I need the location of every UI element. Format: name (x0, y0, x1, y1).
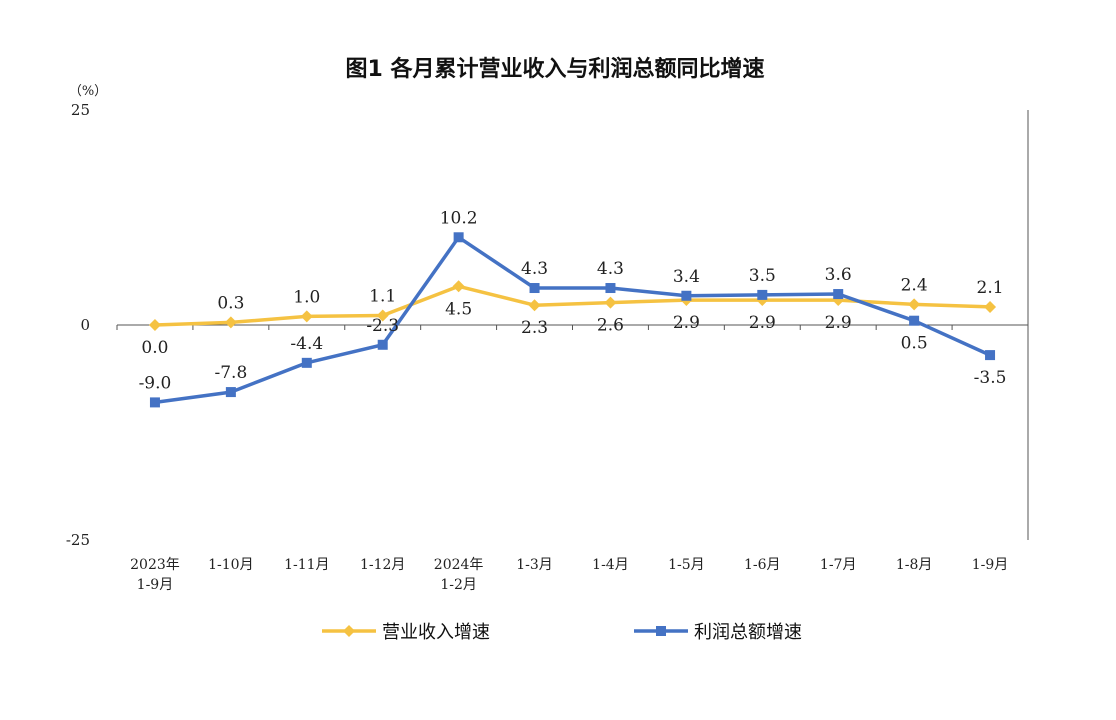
data-label: 2.9 (825, 313, 852, 333)
data-label: 0.0 (141, 338, 168, 358)
axes: 25 0 -25 (66, 101, 1029, 549)
data-label: -3.5 (974, 368, 1007, 388)
x-tick-label: 1-12月 (360, 557, 405, 573)
x-tick-label: 2023年 (130, 557, 180, 573)
data-label: 3.5 (749, 266, 776, 286)
data-label: 2.6 (597, 316, 624, 336)
data-label: -7.8 (214, 363, 247, 383)
data-label: 0.5 (901, 334, 928, 354)
data-label: 1.0 (293, 287, 320, 307)
data-label: 2.1 (977, 278, 1004, 298)
series-marker-0 (224, 316, 237, 329)
series-marker-1 (453, 232, 464, 243)
series-line-0 (154, 284, 991, 327)
x-tick-label: 1-4月 (592, 557, 629, 573)
series-marker-1 (833, 289, 844, 300)
data-label: 2.9 (673, 313, 700, 333)
x-tick-label: 1-10月 (208, 557, 253, 573)
data-label: 2.4 (901, 275, 928, 295)
series-layer (148, 232, 997, 408)
legend-marker-0 (343, 625, 355, 637)
series-marker-1 (909, 315, 920, 326)
x-tick-label: 1-11月 (284, 557, 329, 573)
x-tick-label: 2024年 (434, 557, 484, 573)
data-label: 4.5 (445, 299, 472, 319)
data-label: 4.3 (521, 259, 548, 279)
x-tick-label: 1-2月 (440, 577, 477, 593)
series-marker-0 (376, 309, 389, 322)
series-marker-1 (377, 339, 388, 350)
x-tick-label: 1-7月 (820, 557, 857, 573)
x-tick-labels: 2023年 1-9月 1-10月 1-11月 1-12月 2024年 1-2月 1-3月 1-4… (130, 557, 1008, 593)
series-marker-1 (301, 357, 312, 368)
y-tick-label: 0 (80, 316, 90, 334)
data-label: 0.3 (217, 293, 244, 313)
series-marker-1 (757, 289, 768, 300)
series-marker-0 (300, 310, 313, 323)
series-marker-0 (452, 280, 465, 293)
data-label: -9.0 (139, 373, 172, 393)
data-label: 2.3 (521, 318, 548, 338)
legend-marker-1 (656, 626, 666, 636)
data-label: 4.3 (597, 259, 624, 279)
x-tick-label: 1-5月 (668, 557, 705, 573)
legend-label: 利润总额增速 (694, 622, 802, 643)
y-tick-label: 25 (71, 101, 90, 119)
series-marker-0 (984, 300, 997, 313)
series-marker-0 (528, 299, 541, 312)
series-marker-1 (605, 283, 616, 294)
data-label: -4.4 (290, 334, 323, 354)
data-label: 3.6 (825, 265, 852, 285)
series-marker-1 (985, 350, 996, 361)
x-tick-label: 1-6月 (744, 557, 781, 573)
data-label: 10.2 (440, 208, 478, 228)
series-line-1 (154, 235, 991, 405)
series-marker-0 (908, 298, 921, 311)
y-tick-label: -25 (66, 531, 90, 549)
series-marker-0 (604, 296, 617, 309)
chart-title: 图1 各月累计营业收入与利润总额同比增速 (346, 56, 765, 82)
data-labels: 0.0 0.3 1.0 1.1 4.5 2.3 2.6 2.9 2.9 2.9 2.4 2.1 -9.0… (139, 208, 1007, 393)
series-marker-1 (529, 283, 540, 294)
series-marker-1 (149, 397, 160, 408)
x-tick-label: 1-9月 (972, 557, 1009, 573)
y-unit-label: （%） (69, 84, 107, 99)
data-label: 2.9 (749, 313, 776, 333)
x-tick-label: 1-8月 (896, 557, 933, 573)
x-tick-label: 1-3月 (516, 557, 553, 573)
legend: 营业收入增速 利润总额增速 (322, 622, 802, 643)
x-tick-label: 1-9月 (137, 577, 174, 593)
legend-label: 营业收入增速 (382, 622, 490, 643)
series-marker-1 (225, 387, 236, 398)
data-label: 3.4 (673, 267, 700, 287)
series-marker-1 (681, 290, 692, 301)
data-label: 1.1 (369, 287, 396, 307)
data-label: -2.3 (366, 316, 399, 336)
series-marker-0 (148, 319, 161, 331)
